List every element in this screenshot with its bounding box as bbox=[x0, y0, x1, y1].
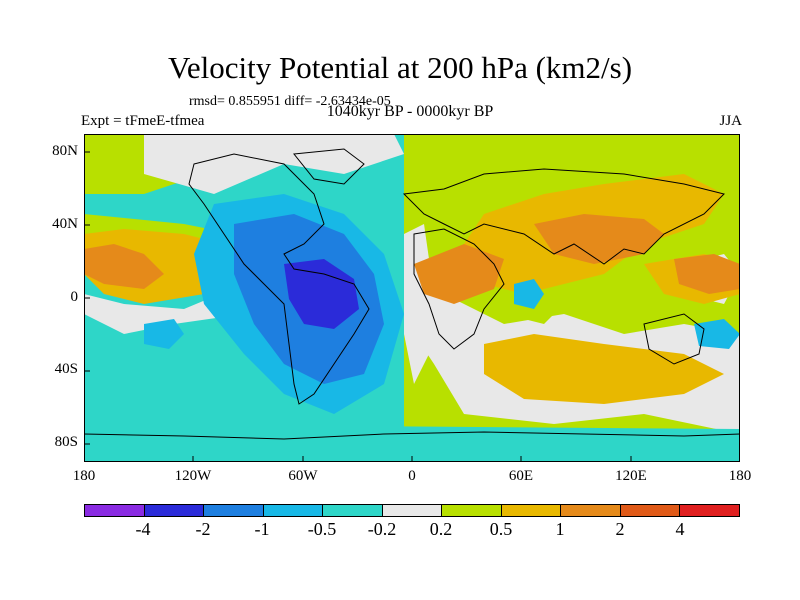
lon-tick-60w: 60W bbox=[288, 468, 318, 484]
lat-tick-40s: 40S bbox=[54, 361, 78, 377]
legend-label: 2 bbox=[615, 519, 625, 539]
legend-label: -4 bbox=[135, 519, 151, 539]
lat-tick-80n: 80N bbox=[52, 143, 78, 159]
lat-tick-40n: 40N bbox=[52, 216, 78, 232]
eurasia-coastline bbox=[402, 168, 725, 265]
legend-color-box bbox=[382, 505, 443, 516]
lat-tick-0: 0 bbox=[70, 289, 79, 305]
season-label: JJA bbox=[719, 113, 742, 129]
color-legend-bar bbox=[84, 504, 740, 517]
stats-text: rmsd= 0.855951 diff= -2.63434e-05 bbox=[189, 94, 391, 109]
legend-color-box bbox=[144, 505, 205, 516]
legend-color-box bbox=[263, 505, 324, 516]
velocity-potential-map bbox=[84, 134, 740, 462]
lon-tick-180e: 180 bbox=[728, 468, 752, 484]
orange-center-pacific-east bbox=[674, 254, 740, 294]
experiment-label: Expt = tFmeE-tfmea bbox=[81, 113, 205, 129]
axis-ticks bbox=[84, 151, 632, 462]
lon-tick-0: 0 bbox=[408, 468, 416, 484]
legend-label: 4 bbox=[675, 519, 685, 539]
positive-field-arctic bbox=[414, 134, 740, 169]
legend-color-box bbox=[85, 505, 145, 516]
light-blue-center-south-pacific bbox=[144, 319, 184, 349]
coastlines bbox=[84, 148, 740, 440]
lon-tick-120w: 120W bbox=[174, 468, 212, 484]
legend-color-box bbox=[442, 505, 502, 516]
orange-center-asia bbox=[534, 214, 664, 264]
legend-color-box bbox=[561, 505, 621, 516]
gold-field-southern-indian bbox=[484, 334, 724, 404]
legend-label: -0.2 bbox=[367, 519, 397, 539]
lon-tick-180w: 180 bbox=[72, 468, 96, 484]
light-blue-center-australia bbox=[694, 319, 740, 349]
americas-coastline bbox=[188, 153, 370, 405]
legend-label: 1 bbox=[555, 519, 565, 539]
legend-label: 0.2 bbox=[429, 519, 453, 539]
australia-coastline bbox=[643, 313, 705, 365]
lon-tick-120e: 120E bbox=[615, 468, 647, 484]
chart-title: Velocity Potential at 200 hPa (km2/s) bbox=[167, 50, 633, 85]
orange-center-africa bbox=[414, 244, 504, 304]
lon-tick-60e: 60E bbox=[508, 468, 534, 484]
antarctica-coastline bbox=[84, 431, 740, 440]
legend-color-box bbox=[323, 505, 383, 516]
legend-color-box bbox=[680, 505, 740, 516]
legend-label: -1 bbox=[254, 519, 270, 539]
legend-color-box bbox=[620, 505, 681, 516]
legend-label: 0.5 bbox=[489, 519, 513, 539]
lat-tick-80s: 80S bbox=[54, 434, 78, 450]
legend-label: -2 bbox=[195, 519, 211, 539]
greenland-coastline bbox=[293, 148, 365, 185]
dark-blue-center-brazil bbox=[284, 259, 359, 329]
legend-color-box bbox=[501, 505, 562, 516]
map-panel bbox=[84, 134, 740, 462]
legend-color-box bbox=[204, 505, 264, 516]
legend-label: -0.5 bbox=[307, 519, 337, 539]
time-span-label: 1040kyr BP - 0000kyr BP bbox=[326, 103, 494, 120]
light-blue-center-indian bbox=[514, 279, 544, 309]
africa-coastline bbox=[413, 228, 505, 350]
orange-center-pacific-west bbox=[84, 244, 164, 289]
